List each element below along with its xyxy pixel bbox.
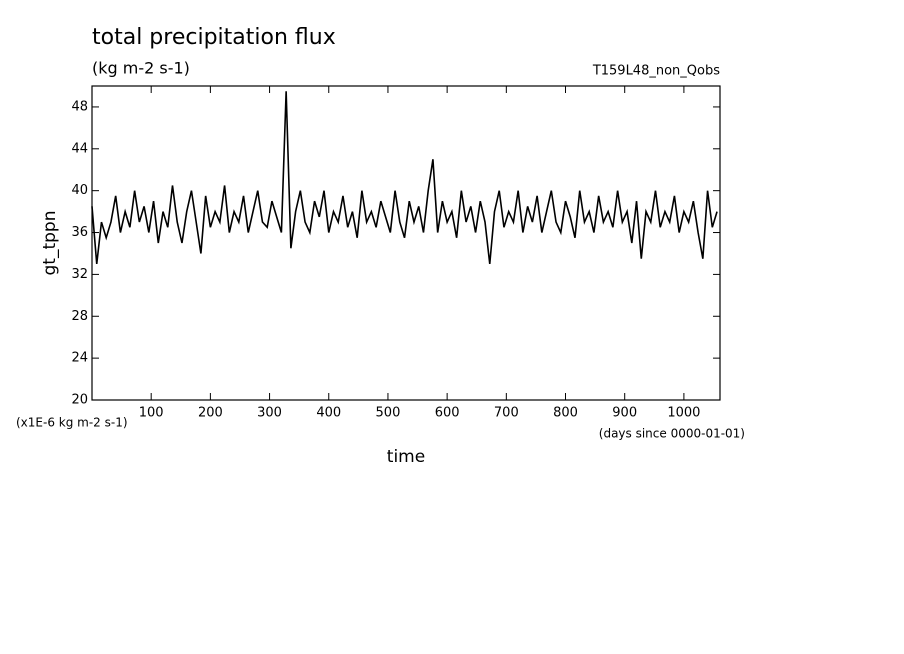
- x-tick-label: 1000: [667, 406, 700, 421]
- y-units: (x1E-6 kg m-2 s-1): [16, 416, 128, 430]
- y-tick-label: 20: [71, 393, 88, 408]
- y-tick-label: 24: [71, 351, 88, 366]
- x-tick-label: 700: [494, 406, 519, 421]
- x-tick-label: 900: [612, 406, 637, 421]
- y-tick-label: 44: [71, 141, 88, 156]
- x-tick-label: 100: [139, 406, 164, 421]
- data-line: [91, 91, 718, 265]
- y-tick-label: 48: [71, 99, 88, 114]
- subtitle: (kg m-2 s-1): [92, 59, 190, 78]
- experiment: T159L48_non_Qobs: [592, 64, 720, 79]
- x-tick-label: 600: [435, 406, 460, 421]
- chart-title: total precipitation flux: [92, 25, 336, 50]
- x-tick-label: 500: [376, 406, 401, 421]
- x-tick-label: 400: [316, 406, 341, 421]
- x-tick-label: 800: [553, 406, 578, 421]
- x-axis-label: time: [387, 447, 425, 467]
- y-tick-label: 40: [71, 183, 88, 198]
- plot-frame: [91, 85, 721, 401]
- y-tick-label: 32: [71, 267, 88, 282]
- x-tick-label: 300: [257, 406, 282, 421]
- y-axis-label: gt_tppn: [40, 211, 60, 276]
- y-tick-label: 28: [71, 309, 88, 324]
- y-tick-label: 36: [71, 225, 88, 240]
- x-tick-label: 200: [198, 406, 223, 421]
- x-units: (days since 0000-01-01): [599, 427, 745, 441]
